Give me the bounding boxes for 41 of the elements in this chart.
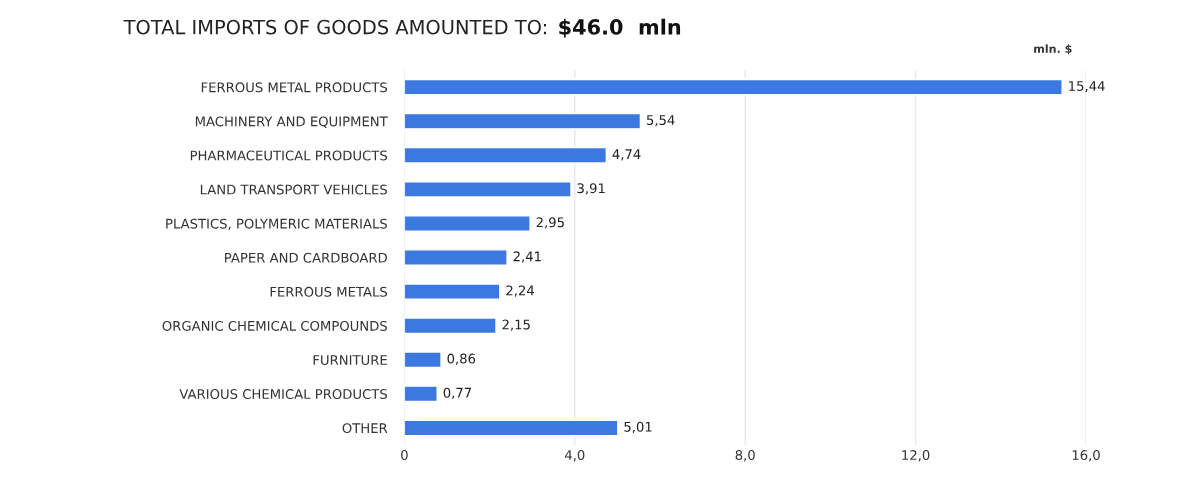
data-label: 5,54: [646, 115, 675, 127]
x-axis-title: mln. $: [1034, 44, 1072, 55]
x-tick-label: 0: [401, 450, 408, 461]
data-label: 3,91: [577, 183, 605, 195]
y-tick-label: LAND TRANSPORT VEHICLES: [200, 184, 387, 195]
x-tick-label: 8,0: [735, 450, 755, 462]
y-tick-label: OTHER: [342, 423, 388, 434]
bar: [404, 180, 572, 198]
data-label: 2,15: [502, 319, 530, 331]
bar: [404, 385, 438, 403]
data-label: 0,77: [443, 387, 472, 400]
data-label: 2,41: [513, 251, 541, 263]
bar: [404, 78, 1063, 96]
y-tick-label: PLASTICS, POLYMERIC MATERIALS: [166, 218, 387, 230]
x-tick-label: 16,0: [1072, 450, 1100, 462]
y-tick-label: FURNITURE: [313, 355, 387, 365]
bar: [404, 215, 531, 232]
bar: [404, 283, 501, 300]
bar: [404, 146, 608, 164]
y-tick-label: PAPER AND CARDBOARD: [225, 252, 387, 263]
data-label: 15,44: [1069, 81, 1105, 93]
chart-subtitle: $46.0 mln: [559, 18, 681, 38]
data-label: 5,01: [624, 421, 652, 434]
data-label: 4,74: [612, 149, 641, 161]
y-tick-label: FERROUS METALS: [270, 286, 387, 297]
bar: [404, 249, 508, 266]
y-tick-label: VARIOUS CHEMICAL PRODUCTS: [179, 389, 387, 400]
y-tick-label: MACHINERY AND EQUIPMENT: [195, 116, 388, 128]
x-tick-label: 4,0: [564, 450, 585, 462]
y-tick-label: FERROUS METAL PRODUCTS: [201, 82, 387, 93]
chart-title: TOTAL IMPORTS OF GOODS AMOUNTED TO:: [123, 19, 546, 35]
bar: [404, 419, 619, 437]
data-label: 2,24: [506, 285, 535, 297]
bar: [404, 351, 442, 369]
data-label: 2,95: [536, 217, 564, 229]
data-label: 0,86: [447, 353, 476, 365]
bar: [404, 317, 497, 335]
y-tick-label: PHARMACEUTICAL PRODUCTS: [190, 150, 387, 161]
bar: [404, 112, 642, 130]
x-tick-label: 12,0: [902, 450, 930, 462]
y-tick-label: ORGANIC CHEMICAL COMPOUNDS: [162, 320, 387, 331]
